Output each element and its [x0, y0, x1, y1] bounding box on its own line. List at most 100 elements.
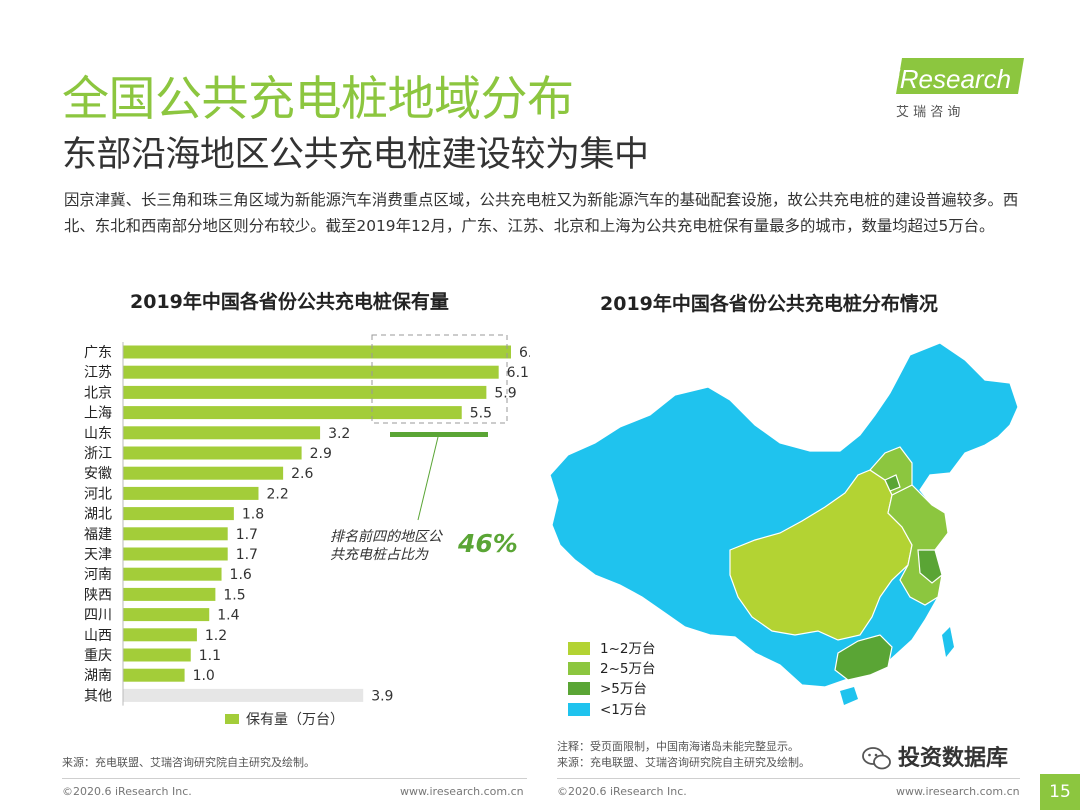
footer-copyright-right: ©2020.6 iResearch Inc. [557, 785, 687, 798]
source-right: 来源：充电联盟、艾瑞咨询研究院自主研究及绘制。 [557, 756, 810, 769]
annotation-value: 46% [457, 529, 518, 558]
footer-divider-right [557, 778, 1020, 779]
bar [123, 385, 487, 399]
map-region-over-5-gd [834, 634, 893, 681]
map-legend-swatch-3 [568, 682, 590, 695]
map-legend-swatch-1 [568, 642, 590, 655]
bar [123, 426, 321, 440]
bar-value-label: 5.9 [494, 385, 516, 401]
bar-value-label: 2.9 [310, 446, 332, 462]
category-label: 重庆 [84, 648, 112, 664]
china-map: 1~2万台 2~5万台 >5万台 <1万台 [549, 342, 1019, 718]
bar-value-label: 3.2 [328, 426, 350, 442]
map-legend: 1~2万台 2~5万台 >5万台 <1万台 [568, 641, 656, 718]
bar-value-label: 1.5 [223, 587, 245, 603]
category-label: 安徽 [84, 466, 112, 482]
map-region-low [549, 342, 1019, 688]
bar-value-label: 5.5 [470, 406, 492, 422]
category-label: 浙江 [84, 446, 112, 462]
annotation-text-1: 排名前四的地区公 [330, 529, 444, 545]
map-legend-label-1: 1~2万台 [600, 641, 656, 657]
note-right: 注释：受页面限制，中国南海诸岛未能完整显示。 [557, 740, 799, 753]
footer-divider-left [62, 778, 527, 779]
map-island-hainan [840, 687, 858, 705]
bar-value-label: 1.8 [242, 507, 264, 523]
bar [123, 466, 284, 480]
category-label: 福建 [84, 527, 112, 543]
category-label: 山东 [84, 426, 112, 442]
map-region-over-5-js [917, 549, 943, 584]
category-label: 山西 [84, 628, 112, 644]
bar [123, 507, 234, 521]
bar [123, 668, 185, 682]
bar-value-label: 1.6 [230, 567, 252, 583]
category-label: 湖北 [84, 507, 112, 523]
bar [123, 567, 222, 581]
legend-swatch [225, 714, 239, 724]
bar-value-label: 1.7 [236, 527, 258, 543]
legend-label: 保有量（万台） [246, 712, 344, 728]
map-island-taiwan [942, 627, 954, 657]
category-label: 江苏 [84, 365, 112, 381]
annotation-leader-line [417, 436, 439, 521]
category-label: 陕西 [84, 587, 112, 603]
page-title: 全国公共充电桩地域分布 [62, 72, 574, 127]
category-label: 河南 [84, 567, 112, 583]
map-legend-label-3: >5万台 [600, 681, 647, 697]
bar [123, 547, 228, 561]
category-label: 北京 [84, 385, 112, 401]
bar [123, 486, 259, 500]
bar-value-label: 1.2 [205, 628, 227, 644]
category-label: 上海 [84, 406, 112, 422]
footer-copyright-left: ©2020.6 iResearch Inc. [62, 785, 192, 798]
description-text: 因京津冀、长三角和珠三角区域为新能源汽车消费重点区域，公共充电桩又为新能源汽车的… [64, 191, 1019, 235]
bar [123, 587, 216, 601]
page-subtitle: 东部沿海地区公共充电桩建设较为集中 [62, 135, 649, 175]
annotation-marker [390, 432, 488, 437]
footer-url-left[interactable]: www.iresearch.com.cn [400, 785, 524, 798]
watermark-text: 投资数据库 [898, 746, 1009, 771]
bar [123, 345, 511, 359]
bar [123, 406, 462, 420]
map-legend-swatch-2 [568, 662, 590, 675]
logo-text: iResearch [894, 64, 1011, 94]
bar-value-label: 2.2 [266, 486, 288, 502]
bar [123, 688, 364, 702]
bar-value-label: 3.9 [371, 688, 393, 704]
page-number: 15 [1040, 774, 1080, 810]
footer-url-right[interactable]: www.iresearch.com.cn [896, 785, 1020, 798]
bar [123, 365, 499, 379]
bar-value-label: 6.3 [519, 345, 530, 361]
map-region-over-5-bj [884, 474, 901, 492]
map-legend-swatch-4 [568, 703, 590, 716]
category-label: 河北 [84, 486, 112, 502]
annotation: 排名前四的地区公 共充电桩占比为 46% [330, 334, 518, 563]
bar-value-label: 1.7 [236, 547, 258, 563]
bar-value-label: 2.6 [291, 466, 313, 482]
wechat-icon [862, 747, 891, 770]
bar-legend: 保有量（万台） [225, 712, 344, 728]
bar-value-label: 1.4 [217, 608, 239, 624]
source-left: 来源：充电联盟、艾瑞咨询研究院自主研究及绘制。 [62, 756, 315, 769]
category-label: 其他 [84, 688, 112, 704]
bar [123, 648, 191, 662]
iresearch-logo: iResearch 艾 瑞 咨 询 [894, 58, 1024, 120]
category-label: 湖南 [84, 668, 112, 684]
bar-value-label: 1.1 [199, 648, 221, 664]
category-label: 广东 [84, 345, 112, 361]
bar-value-label: 1.0 [193, 668, 215, 684]
category-label: 天津 [84, 547, 112, 563]
map-legend-label-4: <1万台 [600, 702, 647, 718]
wechat-watermark: 投资数据库 [862, 740, 1008, 772]
logo-cn: 艾 瑞 咨 询 [896, 105, 960, 120]
bar [123, 446, 302, 460]
bar [123, 527, 228, 541]
annotation-text-2: 共充电桩占比为 [330, 547, 429, 563]
bar [123, 608, 210, 622]
top4-highlight-box [371, 334, 508, 424]
category-label: 四川 [84, 608, 112, 624]
bar-value-label: 6.1 [507, 365, 529, 381]
bar-chart-title: 2019年中国各省份公共充电桩保有量 [130, 291, 449, 313]
bar-chart: 广东 6.3 江苏 6.1 北京 5.9 上海 5.5 山东 3.2 浙江 2.9 安徽 2.6 河北 2.2… [84, 334, 530, 728]
bar [123, 628, 197, 642]
